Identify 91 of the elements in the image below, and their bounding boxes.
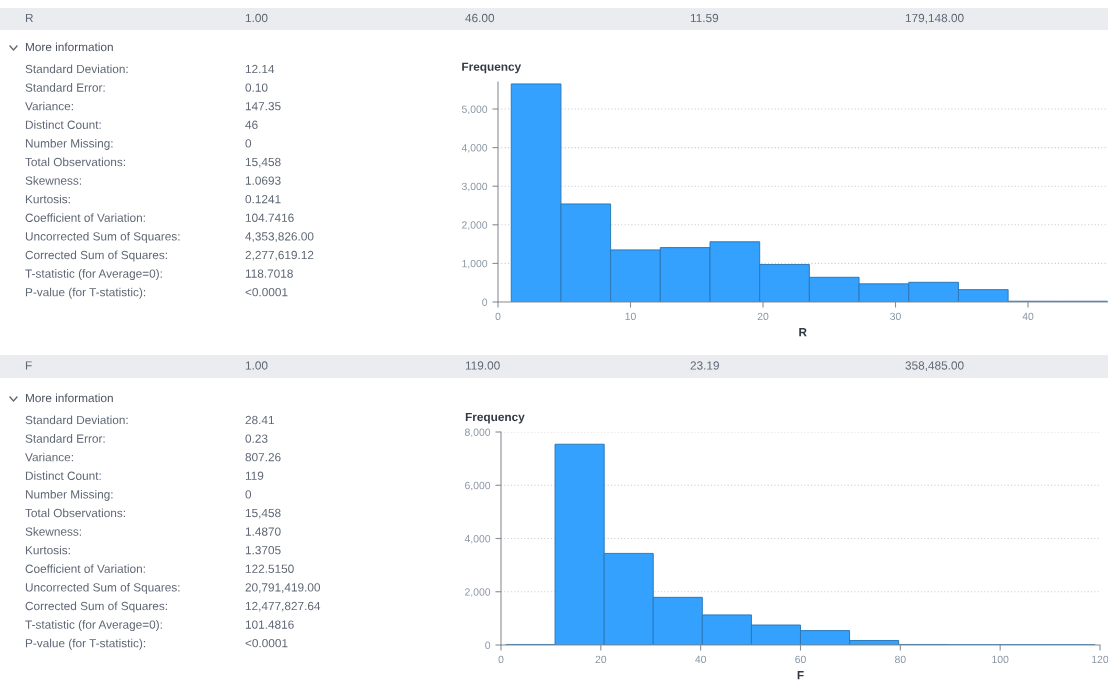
text: 1.00 — [245, 13, 268, 23]
text: 0 — [245, 139, 252, 148]
text: 147.35 — [245, 102, 281, 111]
x-tick-label: 100 — [992, 655, 1009, 664]
text: T-statistic (for Average=0): — [25, 269, 162, 281]
text: Corrected Sum of Squares: — [25, 601, 167, 613]
text: Coefficient of Variation: — [25, 213, 145, 222]
text: <0.0001 — [245, 288, 288, 297]
text: Number Missing: — [25, 138, 113, 150]
text: 46.00 — [465, 13, 495, 23]
text: Corrected Sum of Squares: — [25, 250, 167, 262]
x-axis-title: F — [797, 671, 804, 680]
text: 0.1241 — [245, 195, 281, 204]
text: 101.4816 — [245, 620, 294, 629]
x-tick-label: 0 — [498, 655, 504, 664]
text: 0.23 — [245, 434, 268, 443]
y-tick-label: 1,000 — [462, 259, 488, 269]
text: 23.19 — [690, 361, 719, 370]
text: 179,148.00 — [905, 13, 964, 24]
text: Coefficient of Variation: — [25, 564, 145, 573]
text: Skewness: — [25, 527, 82, 536]
text: More information — [25, 42, 113, 52]
x-tick-label: 20 — [595, 655, 607, 664]
text: P-value (for T-statistic): — [25, 287, 146, 299]
y-tick-label: 3,000 — [461, 182, 488, 192]
text: 119 — [245, 471, 264, 480]
text: 15,458 — [245, 508, 281, 519]
x-tick-label: 60 — [795, 655, 806, 664]
text: Distinct Count: — [25, 471, 101, 480]
text: 12,477,827.64 — [245, 601, 321, 612]
text: Variance: — [25, 101, 73, 111]
text: 1.4870 — [245, 527, 281, 536]
y-tick-label: 0 — [482, 298, 488, 306]
y-tick-label: 6,000 — [465, 481, 491, 491]
text: F — [25, 361, 32, 370]
y-tick-label: 8,000 — [464, 428, 491, 438]
x-tick-label: 40 — [695, 655, 707, 664]
x-tick-label: 0 — [495, 312, 501, 321]
x-tick-label: 20 — [757, 312, 769, 321]
text: Standard Deviation: — [25, 64, 128, 74]
text: Skewness: — [25, 176, 82, 185]
y-axis-title: Frequency — [465, 412, 525, 424]
text: 4,353,826.00 — [245, 232, 314, 242]
text: P-value (for T-statistic): — [25, 638, 146, 650]
y-axis-title: Frequency — [462, 62, 522, 74]
text: 2,277,619.12 — [245, 250, 314, 261]
text: 1.0693 — [245, 176, 281, 185]
text: 11.59 — [690, 13, 719, 23]
text: Number Missing: — [25, 489, 113, 501]
y-tick-label: 5,000 — [461, 105, 488, 115]
text: Distinct Count: — [25, 120, 101, 129]
text: 807.26 — [245, 453, 281, 462]
text: Standard Deviation: — [25, 415, 128, 425]
x-tick-label: 10 — [625, 312, 636, 321]
text: 104.7416 — [245, 213, 294, 222]
text: Kurtosis: — [25, 194, 70, 204]
text: Total Observations: — [25, 508, 125, 518]
y-tick-label: 2,000 — [462, 221, 488, 230]
text: 15,458 — [245, 157, 281, 168]
text: Standard Error: — [25, 83, 105, 92]
text: Total Observations: — [25, 157, 125, 167]
text: 0.10 — [245, 83, 268, 92]
text: 358,485.00 — [905, 361, 964, 372]
x-axis-title: R — [799, 328, 807, 337]
x-tick-label: 40 — [1022, 312, 1034, 321]
text: R — [25, 13, 33, 23]
text: T-statistic (for Average=0): — [25, 620, 162, 632]
text: 1.3705 — [245, 546, 281, 555]
text: Standard Error: — [25, 434, 105, 443]
text: Uncorrected Sum of Squares: — [25, 231, 180, 243]
text: 119.00 — [465, 361, 500, 370]
x-tick-label: 120 — [1092, 655, 1108, 664]
text: Kurtosis: — [25, 545, 70, 555]
text: 20,791,419.00 — [245, 583, 321, 593]
text: Variance: — [25, 452, 73, 462]
y-tick-label: 0 — [485, 641, 491, 649]
x-tick-label: 80 — [894, 655, 906, 664]
text: <0.0001 — [245, 639, 288, 648]
text: Uncorrected Sum of Squares: — [25, 582, 180, 594]
text: 118.7018 — [245, 269, 293, 278]
text: More information — [25, 393, 113, 403]
text: 28.41 — [245, 415, 274, 425]
y-tick-label: 2,000 — [465, 588, 491, 597]
y-tick-label: 4,000 — [464, 535, 491, 544]
text: 12.14 — [245, 64, 275, 74]
text: 122.5150 — [245, 564, 294, 573]
x-tick-label: 30 — [890, 312, 901, 321]
text: 46 — [245, 120, 258, 129]
y-tick-label: 4,000 — [461, 144, 488, 153]
text: 1.00 — [245, 361, 268, 370]
text: 0 — [245, 490, 252, 499]
